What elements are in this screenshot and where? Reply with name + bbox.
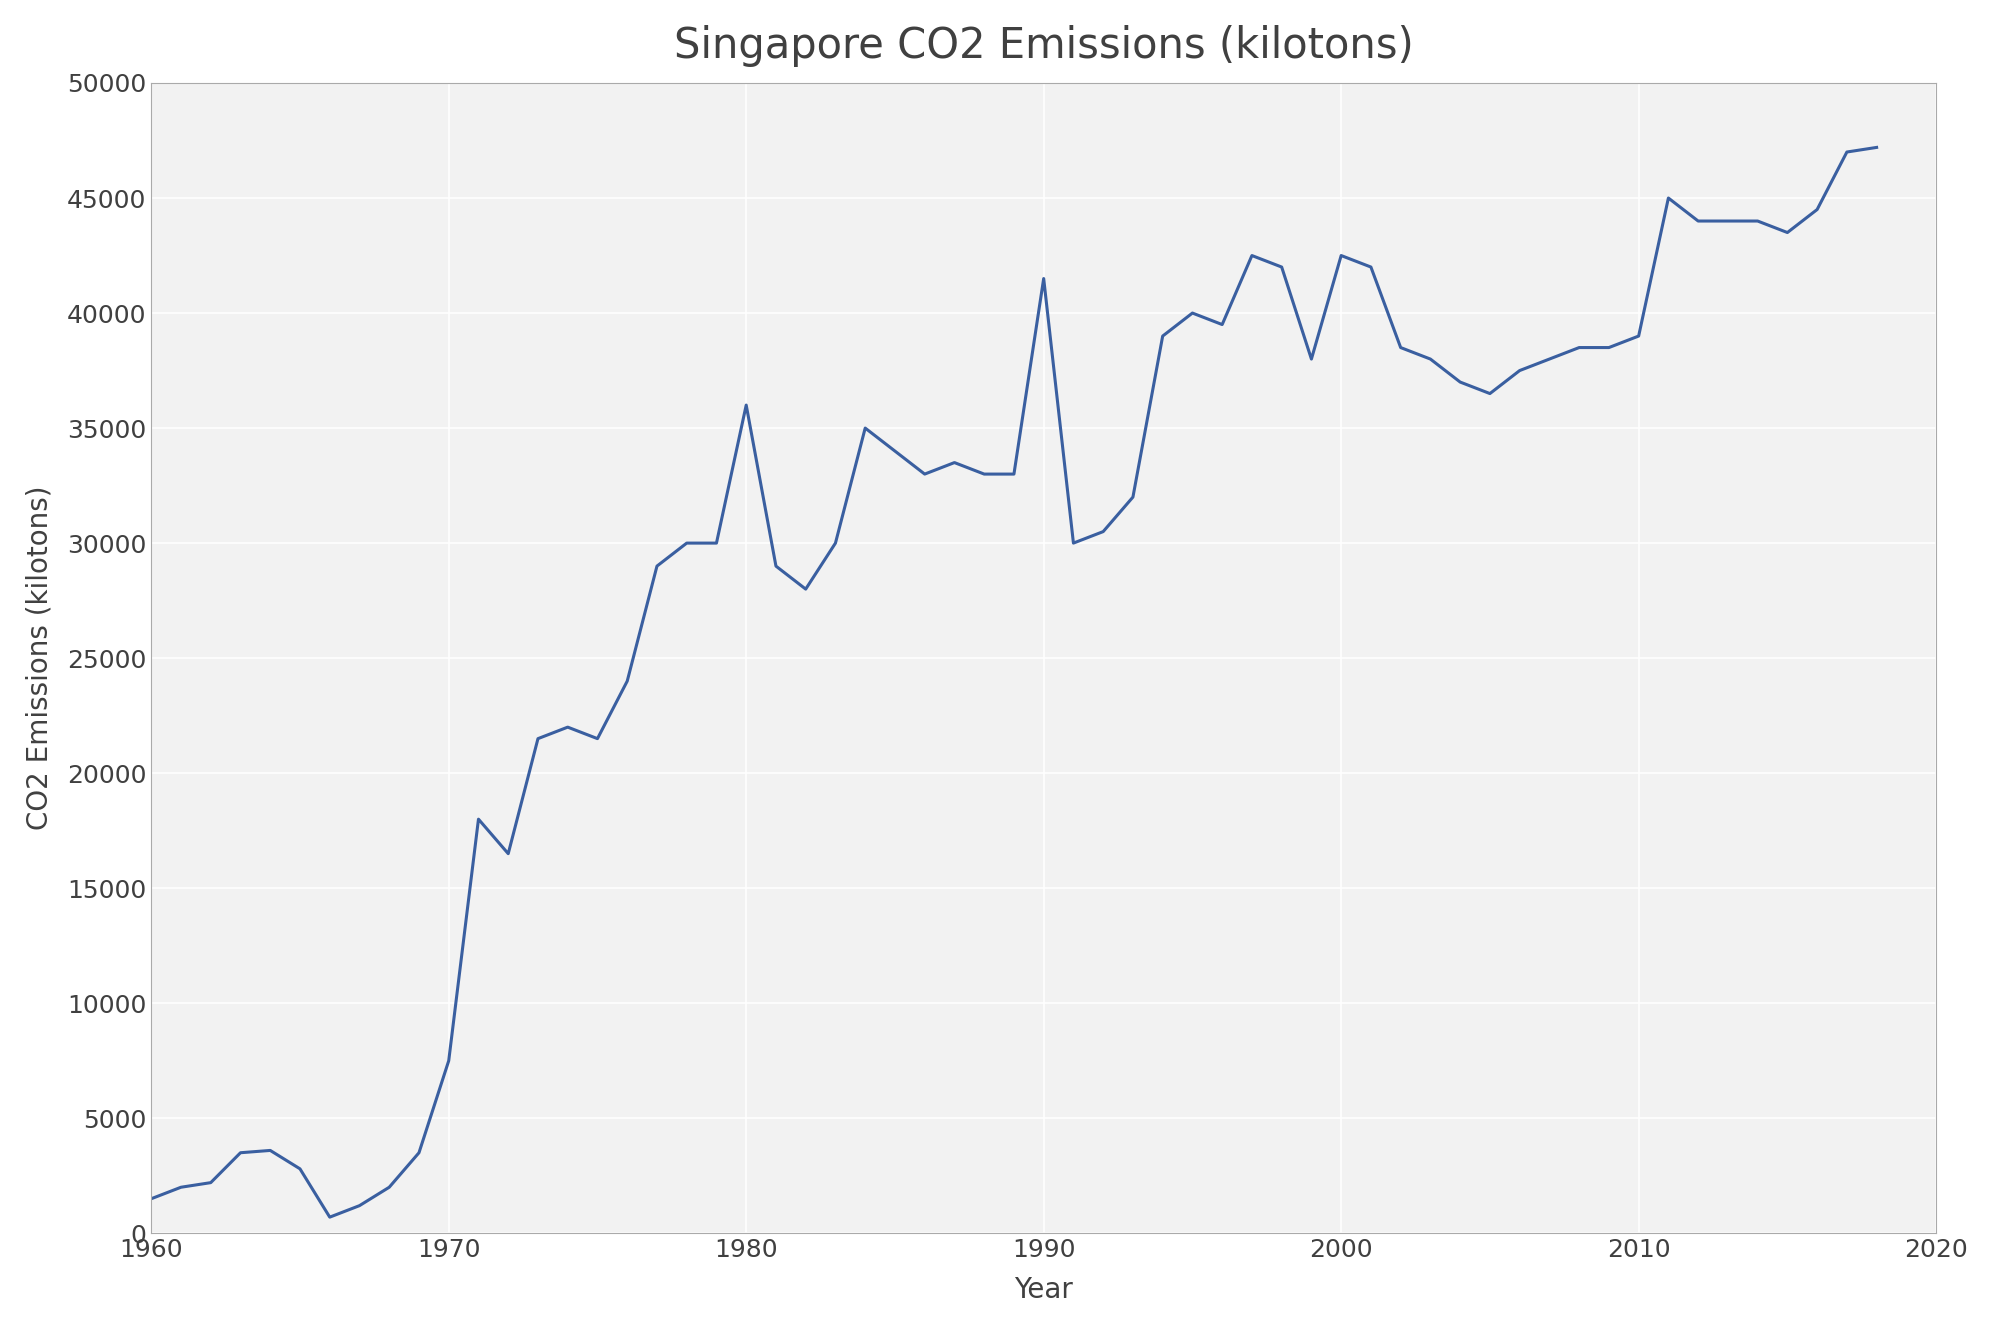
- X-axis label: Year: Year: [1014, 1276, 1072, 1304]
- Y-axis label: CO2 Emissions (kilotons): CO2 Emissions (kilotons): [26, 486, 54, 831]
- Title: Singapore CO2 Emissions (kilotons): Singapore CO2 Emissions (kilotons): [674, 25, 1413, 66]
